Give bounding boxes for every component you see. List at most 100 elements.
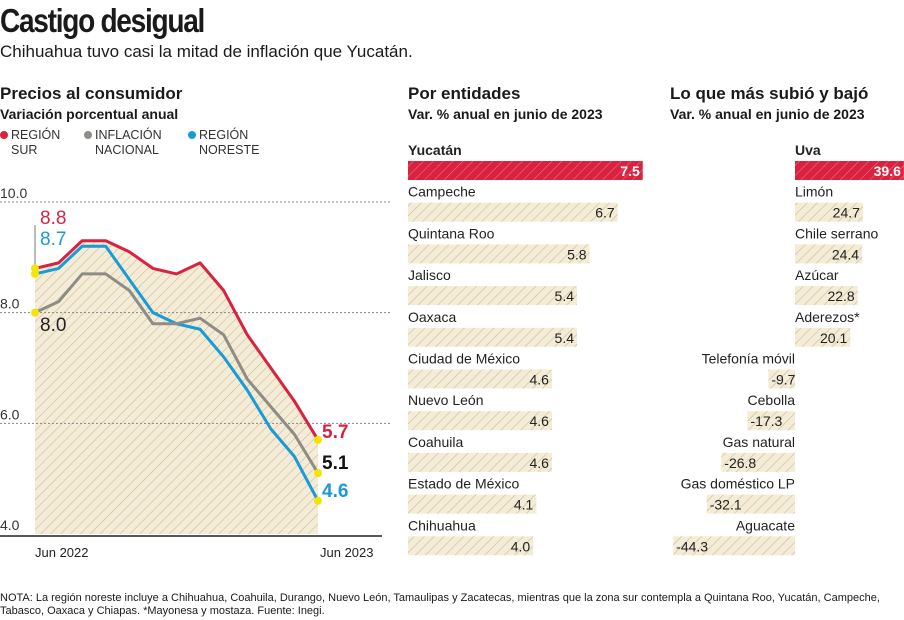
bar [408,202,618,222]
bar [408,411,552,431]
states-chart-subtitle: Var. % anual en junio de 2023 [408,106,603,122]
bar [795,327,851,347]
bar [795,244,863,264]
category-label: Yucatán [408,142,462,158]
bar [408,452,552,472]
area-fill [35,240,318,534]
category-label: Telefonía móvil [702,351,795,367]
highlight-point [314,469,322,478]
value-label: 39.6 [874,163,901,179]
start-label: 8.7 [40,229,66,250]
footnote: NOTA: La región noreste incluye a Chihua… [0,592,880,617]
category-label: Nuevo León [408,392,484,408]
category-label: Quintana Roo [408,225,495,241]
legend-noreste: REGIÓN NORESTE [188,128,259,158]
products-chart-subtitle: Var. % anual en junio de 2023 [670,106,865,122]
highlight-point [31,269,39,278]
category-label: Aderezos* [795,309,860,325]
value-label: 4.6 [530,455,550,471]
value-label: 4.1 [514,497,534,513]
value-label: 5.4 [555,288,575,304]
legend-label: REGIÓN [199,128,249,142]
y-tick-label: 6.0 [0,406,20,422]
category-label: Azúcar [795,267,839,283]
series-line [34,272,320,474]
series-line [34,239,320,441]
value-label: 6.7 [595,205,615,221]
category-label: Estado de México [408,476,519,492]
page-subtitle: Chihuahua tuvo casi la mitad de inflació… [0,42,413,61]
x-tick-label: Jun 2022 [35,545,89,560]
category-label: Campeche [408,184,476,200]
bar [408,286,578,306]
value-label: 5.4 [555,330,575,346]
value-label: 4.0 [511,538,531,554]
value-label: 22.8 [827,288,854,304]
category-label: Ciudad de México [408,351,520,367]
highlight-point [314,435,322,444]
line-chart-title: Precios al consumidor [0,84,183,103]
end-label: 5.1 [322,453,349,474]
category-label: Chihuahua [408,517,476,533]
value-label: -9.7 [771,372,795,388]
bar [408,494,537,514]
x-tick-label: Jun 2023 [320,545,374,560]
value-label: -17.3 [750,413,782,429]
legend-label: INFLACIÓN [95,128,162,142]
value-label: 20.1 [820,330,847,346]
value-label: 5.8 [567,246,587,262]
category-label: Cebolla [748,392,796,408]
bar [408,327,578,347]
legend-dot [0,131,8,139]
legend-label: NORESTE [199,143,260,157]
category-label: Gas doméstico LP [681,476,795,492]
value-label: -32.1 [710,497,742,513]
bar [795,161,904,180]
category-label: Coahuila [408,434,463,450]
highlight-point [31,308,39,317]
bar [721,452,795,472]
category-label: Oaxaca [408,309,456,325]
line-chart-subtitle: Variación porcentual anual [0,106,179,122]
bar [408,369,552,389]
value-label: 24.4 [832,246,859,262]
legend-label: SUR [11,143,38,157]
bar [408,536,534,556]
bar [673,536,795,556]
value-label: 4.6 [530,372,550,388]
legend-label: REGIÓN [11,128,61,142]
category-label: Chile serrano [795,225,878,241]
value-label: 24.7 [833,205,860,221]
bar [795,202,863,222]
category-label: Jalisco [408,267,451,283]
start-label: 8.0 [40,315,66,336]
end-label: 5.7 [322,422,348,443]
highlight-point [314,496,322,505]
bar [408,244,590,264]
value-label: 7.5 [620,163,640,179]
y-tick-label: 8.0 [0,296,20,312]
legend-dot [84,131,92,139]
legend-sur: REGIÓN SUR [0,128,60,158]
category-label: Uva [795,142,821,158]
bar [706,494,795,514]
highlight-point [31,264,39,273]
y-tick-label: 4.0 [0,517,20,533]
legend-dot [188,131,196,139]
category-label: Aguacate [736,517,795,533]
y-tick-label: 10.0 [0,185,27,201]
page-title: Castigo desigual [0,2,205,39]
category-label: Gas natural [723,434,795,450]
legend-label: NACIONAL [95,143,159,157]
products-chart-title: Lo que más subió y bajó [670,84,869,103]
value-label: -26.8 [724,455,756,471]
legend-nacional: INFLACIÓN NACIONAL [84,128,162,158]
value-label: 4.6 [530,413,550,429]
category-label: Limón [795,184,833,200]
bar [795,286,858,306]
bar [747,411,795,431]
end-label: 4.6 [322,481,348,502]
start-label: 8.8 [40,208,66,229]
